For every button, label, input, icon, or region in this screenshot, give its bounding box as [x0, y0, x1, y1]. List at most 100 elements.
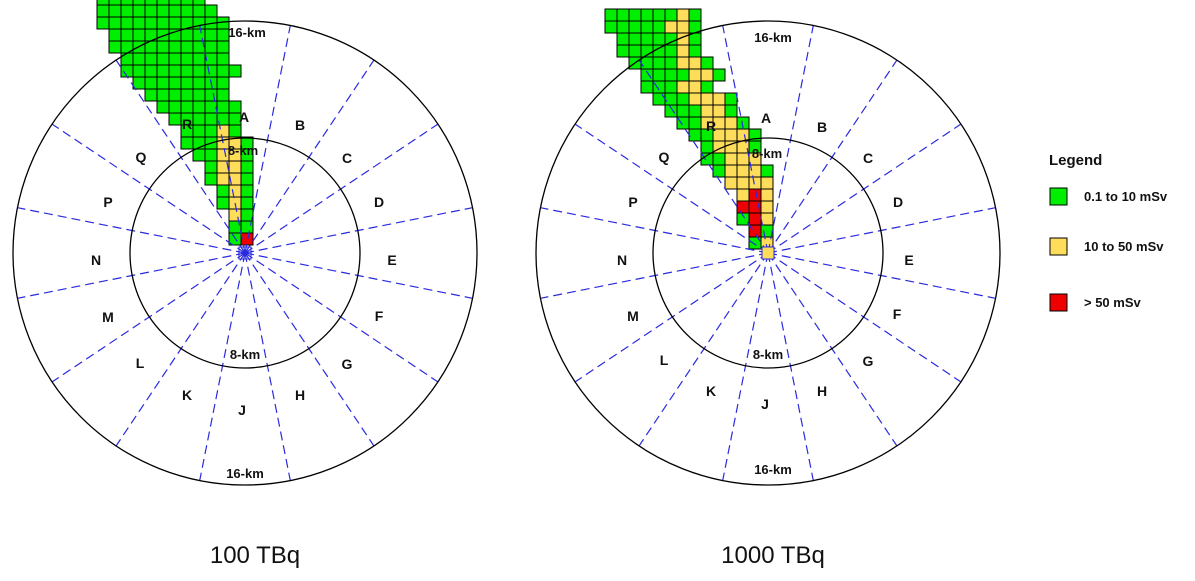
dose-cell [760, 164, 774, 178]
outer-ring-16km [535, 20, 1001, 486]
dose-cell [180, 100, 194, 114]
ring-label-16km-top: 16-km [754, 30, 792, 45]
sector-boundary-line [767, 252, 996, 299]
dose-cell [760, 200, 774, 214]
dose-cell [676, 8, 690, 22]
dose-cell [664, 68, 678, 82]
dose-cell [192, 4, 206, 18]
dose-cell [120, 4, 134, 18]
dose-cell [204, 100, 218, 114]
legend-swatch-green [1049, 187, 1068, 206]
sector-label-n: N [617, 252, 627, 268]
dose-cell [192, 64, 206, 78]
dose-cell [736, 164, 750, 178]
sector-labels: A B C D E F G H J K L M N P Q R [617, 110, 914, 412]
dose-cell [108, 40, 122, 54]
sector-boundary-line [767, 59, 898, 254]
dose-cell [700, 140, 714, 154]
sector-label-r: R [182, 116, 192, 132]
dose-cell [676, 68, 690, 82]
sector-label-p: P [628, 194, 637, 210]
inner-ring-8km [652, 137, 884, 369]
sector-boundary-line [540, 207, 769, 254]
dose-cell [192, 88, 206, 102]
ring-label-8km-bottom: 8-km [230, 347, 260, 362]
ring-label-8km-top: 8-km [752, 146, 782, 161]
dose-cell [96, 4, 110, 18]
dose-cell [676, 104, 690, 118]
sector-lines [540, 25, 996, 481]
sector-label-p: P [103, 194, 112, 210]
dose-cell [664, 92, 678, 106]
dose-cell [144, 0, 158, 6]
dose-cell [96, 0, 110, 6]
dose-cell [724, 152, 738, 166]
sector-label-j: J [238, 402, 246, 418]
dose-cell [168, 40, 182, 54]
outer-ring-16km [12, 20, 478, 486]
dose-cell [700, 68, 714, 82]
dose-cell [216, 124, 230, 138]
ring-label-16km-top: 16-km [228, 25, 266, 40]
dose-cell [108, 28, 122, 42]
dose-cell [640, 8, 654, 22]
dose-cell [676, 92, 690, 106]
dose-plume [604, 8, 774, 250]
sector-boundary-line [244, 252, 439, 383]
dose-cell [96, 16, 110, 30]
dose-cell [120, 28, 134, 42]
dose-cell [700, 80, 714, 94]
sector-label-g: G [342, 356, 353, 372]
dose-cell [216, 28, 230, 42]
dose-cell [216, 184, 230, 198]
sector-label-m: M [102, 309, 114, 325]
dose-cell [108, 4, 122, 18]
ring-label-16km-bottom: 16-km [226, 466, 264, 481]
dose-cell [604, 8, 618, 22]
dose-cell [228, 160, 242, 174]
sector-boundary-line [17, 252, 246, 299]
dose-cell [228, 184, 242, 198]
sector-label-e: E [904, 252, 913, 268]
sector-label-h: H [817, 383, 827, 399]
dose-cell [652, 32, 666, 46]
dose-cell [168, 4, 182, 18]
sector-label-c: C [863, 150, 873, 166]
dose-cell [204, 40, 218, 54]
dose-cell [604, 20, 618, 34]
dose-cell [168, 16, 182, 30]
dose-cell [628, 44, 642, 58]
sector-boundary-line [244, 123, 439, 254]
dose-cell [180, 76, 194, 90]
dose-cell [180, 4, 194, 18]
sector-boundary-line [767, 123, 962, 254]
dose-cell [640, 20, 654, 34]
dose-cell [700, 56, 714, 70]
dose-cell [180, 136, 194, 150]
sector-label-b: B [295, 117, 305, 133]
dose-cell [652, 20, 666, 34]
dose-cell [144, 4, 158, 18]
sector-boundary-line [51, 123, 246, 254]
dose-cell [628, 8, 642, 22]
dose-cell [156, 64, 170, 78]
dose-cell [736, 152, 750, 166]
sector-boundary-line [244, 252, 375, 447]
dose-cell [736, 200, 750, 214]
dose-cell [688, 56, 702, 70]
dose-cell [108, 16, 122, 30]
dose-cell [228, 208, 242, 222]
dose-cell [204, 112, 218, 126]
release-point-marker [761, 246, 775, 260]
dose-cell [180, 64, 194, 78]
dose-cell [204, 28, 218, 42]
dose-cell [192, 124, 206, 138]
dose-cell [736, 176, 750, 190]
sector-label-b: B [817, 119, 827, 135]
dose-cell [760, 176, 774, 190]
dose-cell [652, 68, 666, 82]
dose-cell [180, 40, 194, 54]
dose-cell [216, 196, 230, 210]
sector-label-c: C [342, 150, 352, 166]
dose-cell [216, 40, 230, 54]
